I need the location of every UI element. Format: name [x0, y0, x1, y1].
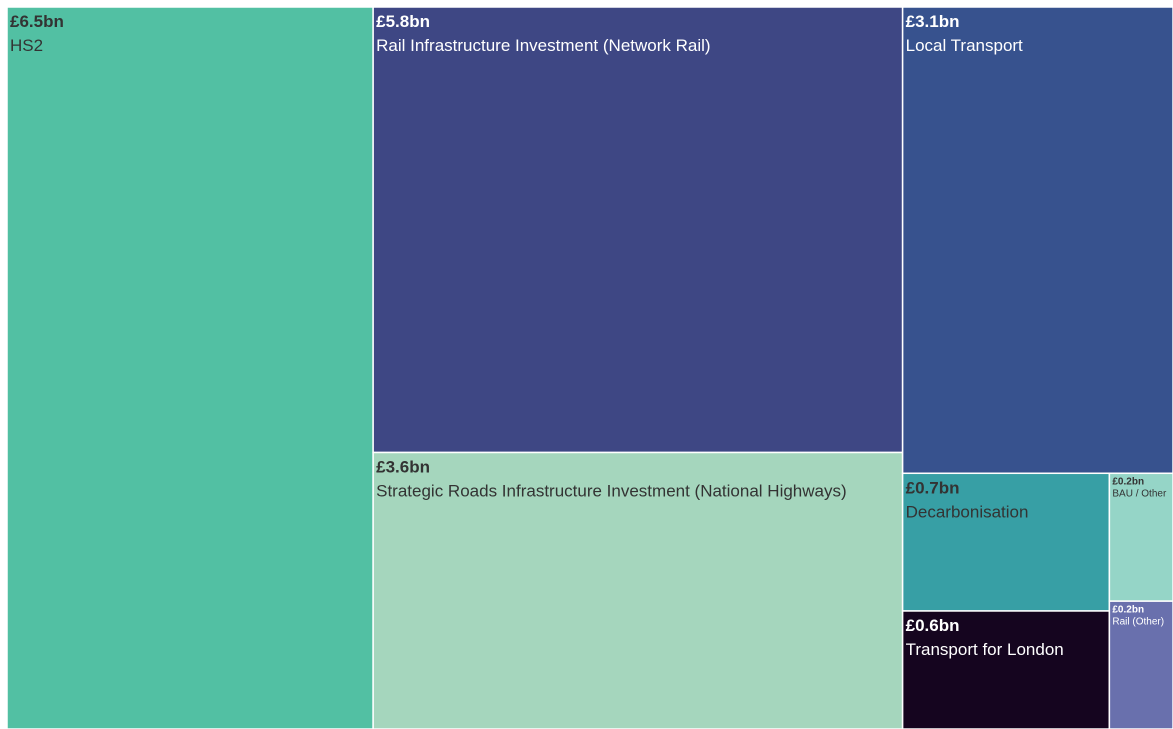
- tile: [901, 610, 1111, 729]
- tile: [6, 6, 374, 729]
- tile-value-label: £5.8bn: [376, 12, 430, 31]
- tile-labels: £3.1bn Local Transport: [906, 12, 1023, 55]
- tile: [1108, 472, 1173, 602]
- tile: [901, 472, 1111, 612]
- tile-category-label: Decarbonisation: [906, 502, 1029, 521]
- tile-labels: £6.5bn HS2: [10, 12, 64, 55]
- tile-value-label: £0.6bn: [906, 616, 960, 635]
- tile-value-label: £0.2bn: [1112, 477, 1144, 488]
- tile-group: £0.6bn Transport for London: [901, 610, 1111, 729]
- tile-value-label: £3.1bn: [906, 12, 960, 31]
- tile-value-label: £0.7bn: [906, 478, 960, 497]
- tile-group: £6.5bn HS2: [6, 6, 374, 729]
- tile-value-label: £6.5bn: [10, 12, 64, 31]
- tile-value-label: £3.6bn: [376, 457, 430, 476]
- tile-labels: £0.6bn Transport for London: [906, 616, 1064, 659]
- tile-value-label: £0.2bn: [1112, 605, 1144, 616]
- tile-category-label: Rail (Other): [1112, 617, 1164, 628]
- tile-category-label: BAU / Other: [1112, 489, 1167, 500]
- tile-category-label: HS2: [10, 36, 43, 55]
- tile: [901, 6, 1173, 475]
- tile: [372, 451, 904, 729]
- tile-labels: £5.8bn Rail Infrastructure Investment (Ne…: [376, 12, 710, 55]
- tile-category-label: Local Transport: [906, 36, 1023, 55]
- tile-category-label: Transport for London: [906, 640, 1064, 659]
- tile-category-label: Strategic Roads Infrastructure Investmen…: [376, 481, 847, 500]
- tile: [372, 6, 904, 454]
- tile-category-label: Rail Infrastructure Investment (Network …: [376, 36, 710, 55]
- tile-group: £3.6bn Strategic Roads Infrastructure Inv…: [372, 451, 904, 729]
- tile-labels: £3.6bn Strategic Roads Infrastructure Inv…: [376, 457, 847, 500]
- tile-group: £3.1bn Local Transport: [901, 6, 1173, 475]
- tile-group: £5.8bn Rail Infrastructure Investment (Ne…: [372, 6, 904, 454]
- tile-group: £0.7bn Decarbonisation: [901, 472, 1111, 612]
- tile-labels: £0.7bn Decarbonisation: [906, 478, 1029, 521]
